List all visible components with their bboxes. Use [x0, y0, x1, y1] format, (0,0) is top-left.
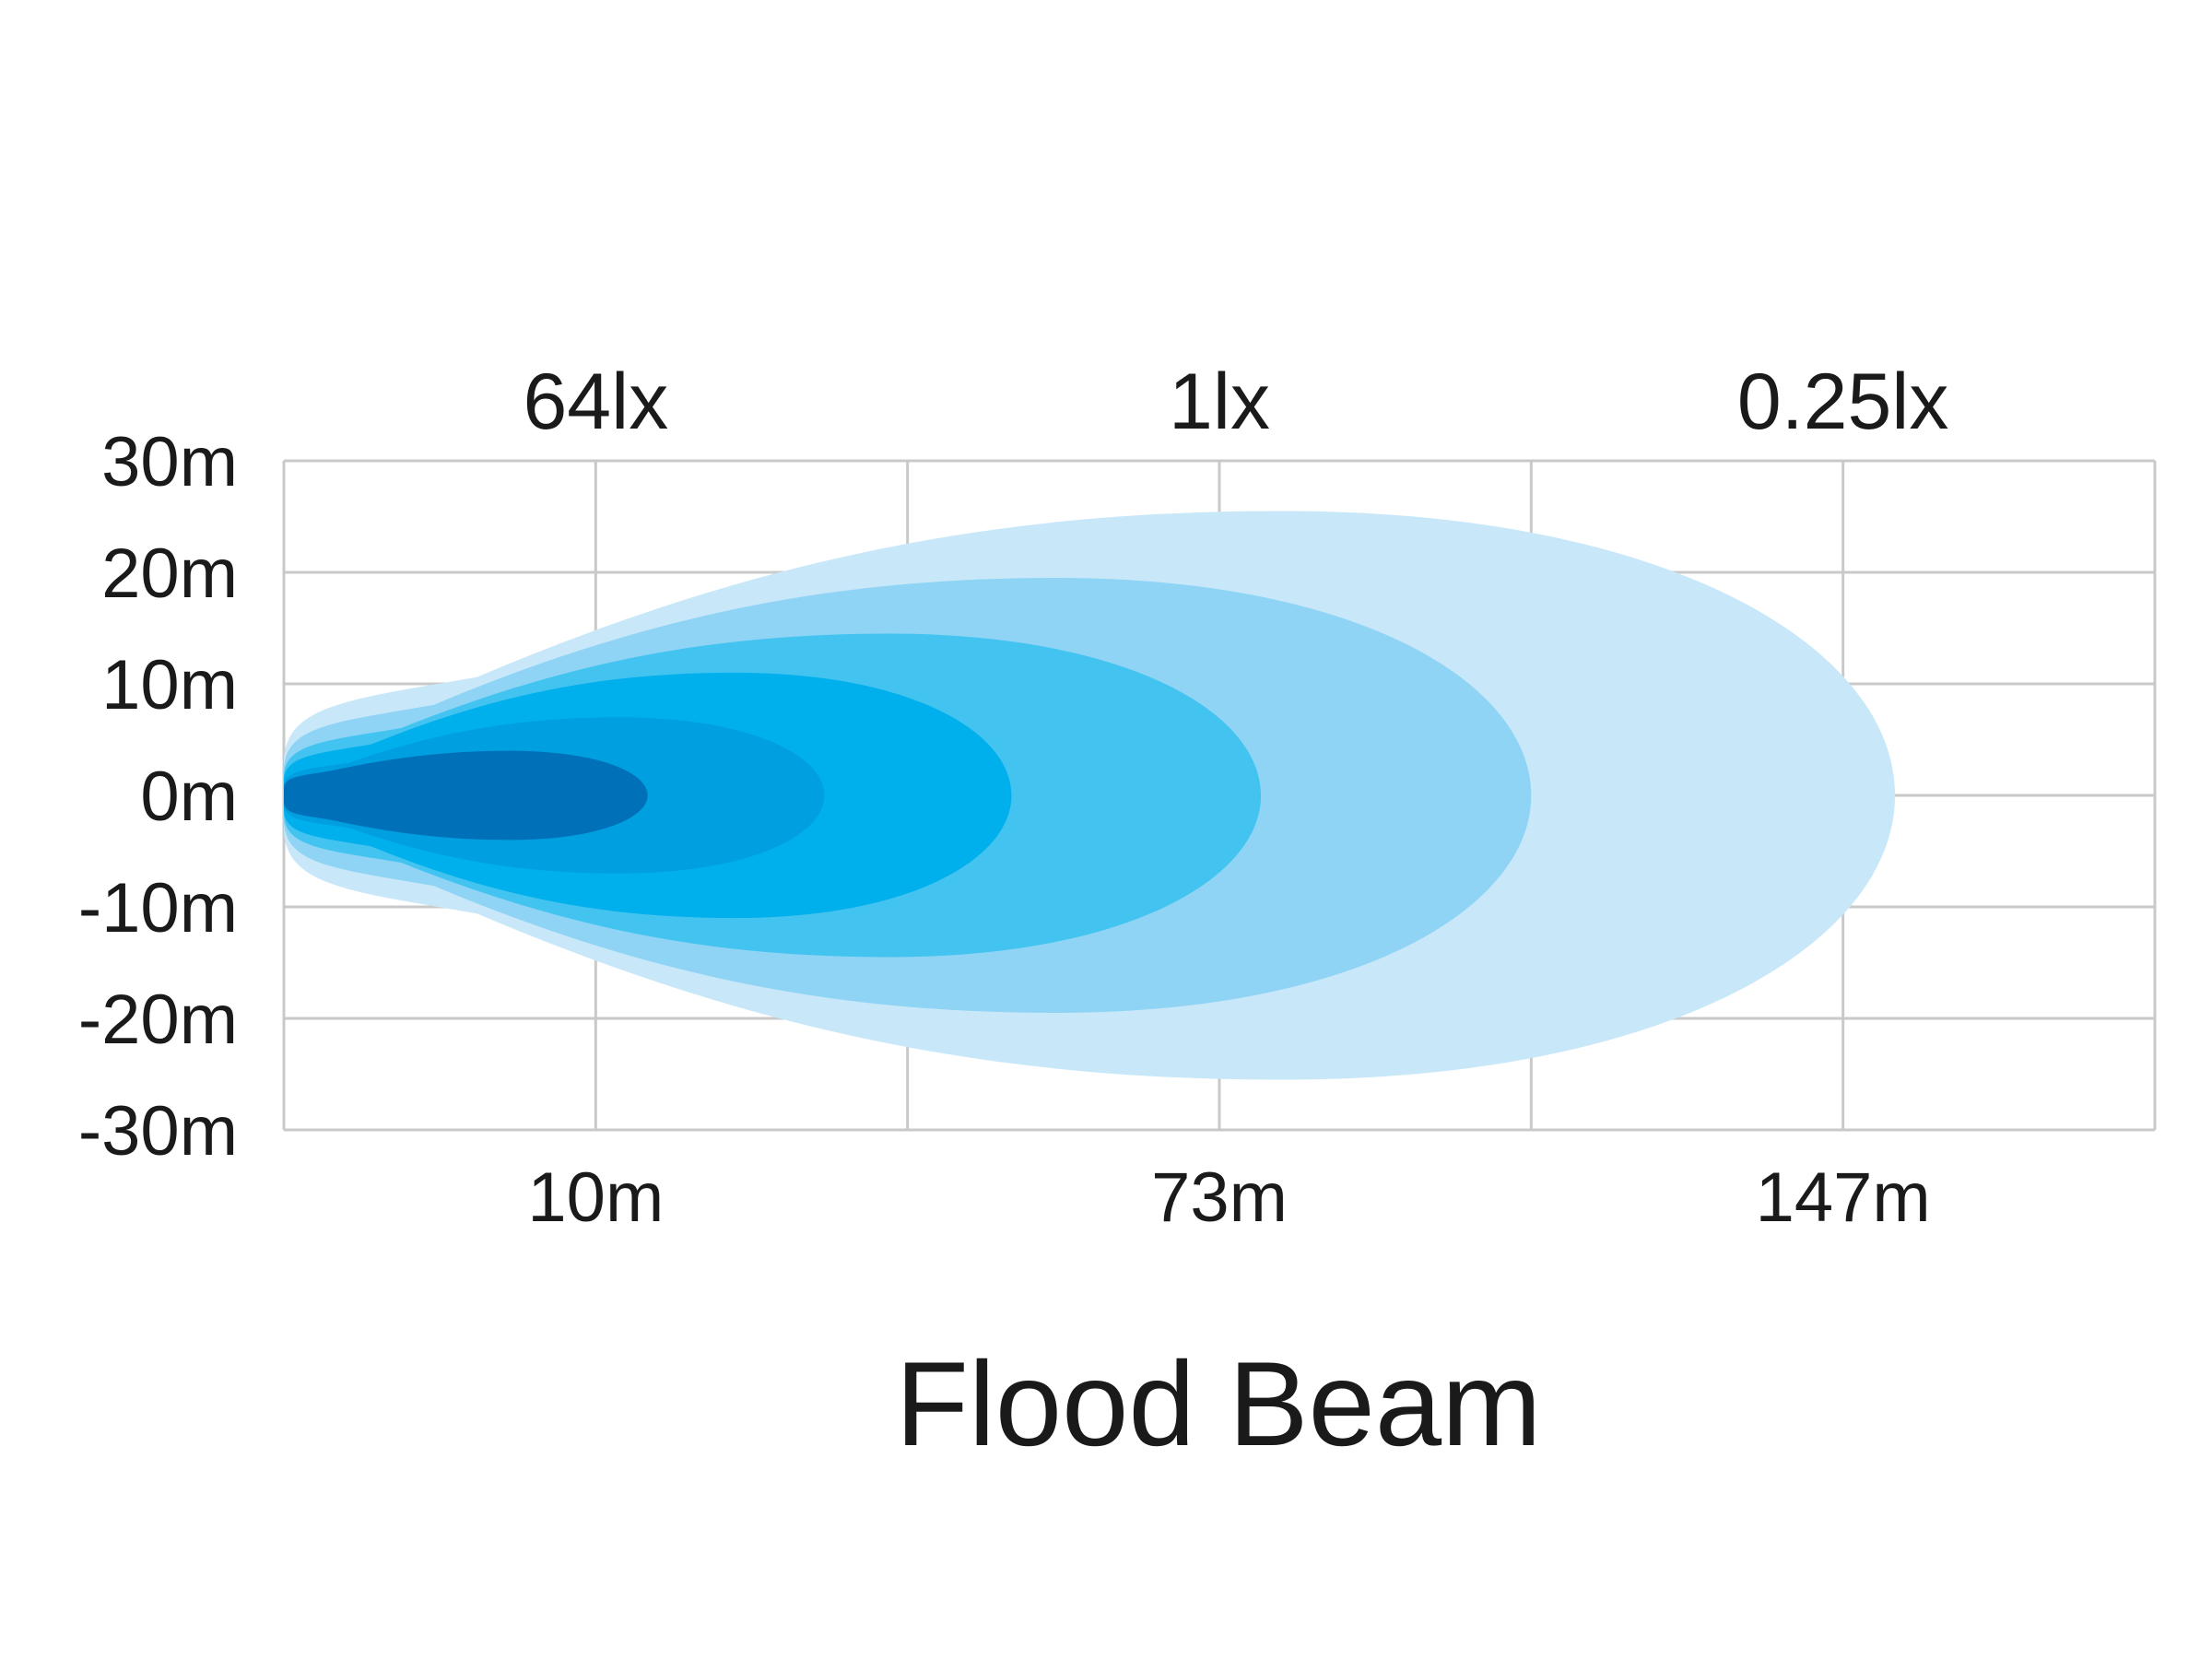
y-tick-label-5: -20m: [78, 981, 238, 1059]
distance-label-0: 10m: [527, 1158, 664, 1237]
y-tick-label-1: 20m: [101, 535, 238, 613]
distance-labels: 10m 73m 147m: [527, 1158, 1930, 1237]
y-tick-label-6: -30m: [78, 1092, 238, 1170]
beam-contour-6: [284, 750, 648, 841]
lux-labels: 64lx 1lx 0.25lx: [523, 358, 1948, 446]
chart-title: Flood Beam: [896, 1336, 1542, 1471]
lux-label-0: 64lx: [523, 358, 668, 446]
distance-label-2: 147m: [1756, 1158, 1931, 1237]
distance-label-1: 73m: [1151, 1158, 1288, 1237]
y-axis-ticks: 30m 20m 10m 0m -10m -20m -30m: [78, 423, 238, 1170]
y-tick-label-2: 10m: [101, 646, 238, 724]
lux-label-2: 0.25lx: [1737, 358, 1949, 446]
lux-label-1: 1lx: [1169, 358, 1270, 446]
y-tick-label-3: 0m: [140, 758, 238, 836]
beam-contours: [284, 511, 1896, 1080]
y-tick-label-0: 30m: [101, 423, 238, 501]
y-tick-label-4: -10m: [78, 869, 238, 947]
